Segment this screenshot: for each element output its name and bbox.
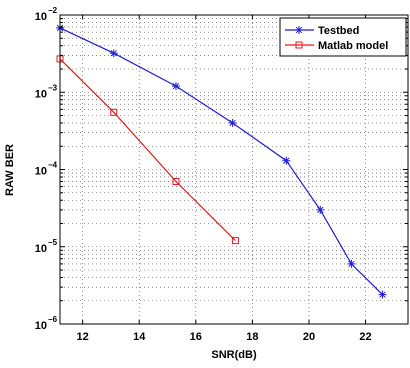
legend-marker-glyph [295,41,303,49]
data-point-0 [378,290,387,299]
x-axis-label: SNR(dB) [211,349,257,361]
y-tick-label-base: 10 [35,320,47,332]
y-tick-label-base: 10 [35,166,47,178]
x-tick-label: 12 [77,331,89,343]
y-axis-label: RAW BER [4,144,16,196]
x-tick-label: 14 [133,331,146,343]
y-tick-label-exponent: −2 [48,6,58,15]
x-tick-label: 16 [190,331,202,343]
data-point-0 [282,156,291,165]
legend-marker-testbed [295,26,303,34]
legend: Testbed Matlab model [279,17,407,57]
y-tick-label-exponent: −6 [48,315,58,324]
plot-background [60,15,408,324]
legend-marker-glyph [295,26,303,34]
y-tick-label-exponent: −3 [48,83,58,92]
y-tick-label-base: 10 [35,11,47,23]
series-line-0 [59,27,383,296]
legend-label-matlab-model: Matlab model [318,40,388,52]
data-point-0 [316,205,325,214]
data-point-0 [109,49,118,58]
y-tick-label-exponent: −5 [48,238,58,247]
legend-box [279,17,407,57]
data-point-1 [172,177,180,185]
data-point-0 [347,259,356,268]
data-point-0 [228,118,237,127]
data-point-0 [172,82,180,91]
data-point-1 [110,108,118,116]
y-tick-label-exponent: −4 [48,161,58,170]
legend-marker-matlab-model [295,41,303,49]
x-tick-label: 22 [359,331,371,343]
x-tick-label: 20 [303,331,315,343]
y-tick-label-base: 10 [35,88,47,100]
data-point-1 [231,237,239,245]
y-tick-label-base: 10 [35,243,47,255]
series-line-1 [59,58,236,242]
x-tick-label: 18 [246,331,258,343]
legend-label-testbed: Testbed [318,25,359,37]
